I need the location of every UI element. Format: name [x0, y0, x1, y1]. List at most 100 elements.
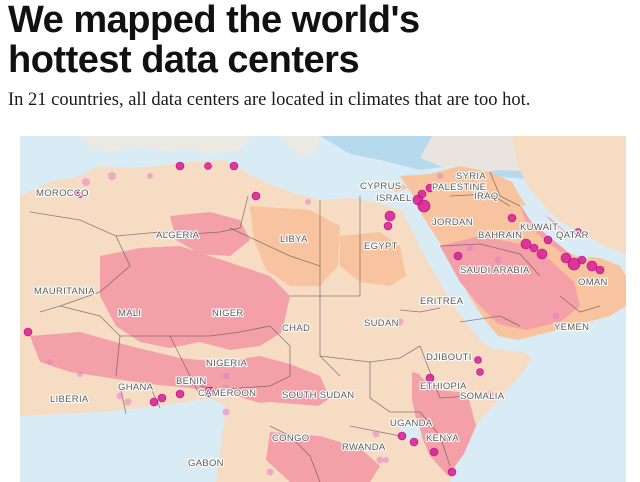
- data-center-dot: [417, 199, 431, 213]
- label-cyprus: CYPRUS: [360, 181, 401, 192]
- data-center-dot: [383, 221, 393, 231]
- data-center-dot: [47, 359, 53, 365]
- label-eritrea: ERITREA: [420, 296, 464, 307]
- data-center-dot: [251, 191, 261, 201]
- label-somalia: SOMALIA: [460, 391, 505, 402]
- country-labels: MOROCCO ALGERIA LIBYA EGYPT CYPRUS SYRIA…: [33, 170, 609, 470]
- data-center-dot: [536, 248, 548, 260]
- red-sea: [398, 196, 490, 340]
- hot-zone-west-africa: [30, 332, 330, 412]
- italy-coast: [280, 136, 320, 156]
- heat-map[interactable]: MOROCCO ALGERIA LIBYA EGYPT CYPRUS SYRIA…: [20, 136, 626, 482]
- data-center-dot: [149, 397, 159, 407]
- label-benin: BENIN: [176, 376, 207, 387]
- data-center-dot: [474, 356, 482, 364]
- label-israel: ISRAEL: [376, 193, 412, 204]
- data-center-dot: [175, 161, 185, 171]
- label-qatar: QATAR: [556, 230, 589, 241]
- label-chad: CHAD: [282, 323, 310, 334]
- data-center-dot: [157, 393, 167, 403]
- iran-landmass: [512, 136, 626, 254]
- data-center-dot: [425, 183, 435, 193]
- data-center-dot: [466, 244, 474, 252]
- label-egypt: EGYPT: [364, 241, 398, 252]
- hot-zone-egypt: [340, 232, 406, 286]
- label-oman: OMAN: [578, 277, 608, 288]
- data-center-dot: [229, 161, 239, 171]
- label-saudi-arabia: SAUDI ARABIA: [460, 265, 530, 276]
- data-center-dot: [222, 372, 230, 380]
- data-center-dot: [108, 172, 116, 180]
- label-niger: NIGER: [212, 308, 244, 319]
- data-center-dot: [116, 392, 124, 400]
- data-center-dot: [520, 238, 532, 250]
- label-morocco: MOROCCO: [36, 188, 89, 199]
- data-center-dot: [543, 235, 553, 245]
- hot-zone-libya: [250, 206, 340, 286]
- data-center-dot: [383, 457, 389, 463]
- label-rwanda: RWANDA: [342, 442, 386, 453]
- cyprus-island: [388, 184, 408, 192]
- hot-zone-arabia: [440, 236, 580, 330]
- data-center-dot: [586, 260, 598, 272]
- data-center-dot: [77, 371, 83, 377]
- data-center-dot: [305, 199, 311, 205]
- label-sudan: SUDAN: [364, 318, 399, 329]
- persian-gulf: [520, 204, 594, 260]
- gulf-of-aden: [482, 336, 580, 352]
- data-center-dot: [76, 190, 84, 198]
- data-center-dot: [447, 467, 457, 477]
- data-center-dot: [425, 373, 435, 383]
- label-djibouti: DJIBOUTI: [426, 352, 472, 363]
- data-center-dot: [453, 251, 463, 261]
- data-center-dot: [560, 252, 572, 264]
- subhead: In 21 countries, all data centers are lo…: [8, 90, 531, 110]
- headline: We mapped the world's hottest data center…: [8, 0, 420, 81]
- data-center-dot: [222, 384, 230, 392]
- label-jordan: JORDAN: [432, 217, 473, 228]
- data-center-dot: [204, 386, 216, 398]
- data-center-dot: [222, 408, 230, 416]
- hot-zone-east-africa: [412, 372, 476, 476]
- data-center-dot: [567, 257, 581, 271]
- label-palestine: PALESTINE: [432, 182, 486, 193]
- data-center-dots: [23, 161, 605, 477]
- label-bahrain: BAHRAIN: [478, 230, 522, 241]
- data-center-dot: [574, 228, 582, 236]
- label-ethiopia: ETHIOPIA: [420, 381, 467, 392]
- label-south-sudan: SOUTH SUDAN: [282, 390, 354, 401]
- data-center-dot: [396, 318, 404, 326]
- label-uganda: UGANDA: [390, 418, 433, 429]
- label-gabon: GABON: [188, 458, 224, 469]
- data-center-dot: [476, 368, 484, 376]
- data-center-dot: [552, 312, 560, 320]
- data-center-dot: [417, 189, 427, 199]
- data-center-dot: [384, 210, 396, 222]
- label-mali: MALI: [118, 308, 141, 319]
- label-cameroon: CAMEROON: [198, 388, 256, 399]
- hot-zone-algeria: [170, 212, 250, 256]
- data-center-dot: [397, 431, 407, 441]
- data-center-dot: [376, 456, 384, 464]
- data-center-dot: [147, 173, 153, 179]
- label-iraq: IRAQ: [474, 191, 498, 202]
- label-libya: LIBYA: [280, 234, 308, 245]
- data-center-dot: [82, 178, 90, 186]
- data-center-dot: [507, 213, 517, 223]
- label-kuwait: KUWAIT: [520, 222, 558, 233]
- data-center-dot: [204, 162, 212, 170]
- data-center-dot: [372, 430, 380, 438]
- data-center-dot: [494, 256, 502, 264]
- data-center-dot: [175, 389, 185, 399]
- data-center-dot: [124, 398, 132, 406]
- hot-zone-congo: [266, 432, 380, 482]
- label-yemen: YEMEN: [554, 322, 589, 333]
- label-mauritania: MAURITANIA: [34, 286, 95, 297]
- label-nigeria: NIGERIA: [206, 358, 248, 369]
- country-borders: [29, 171, 601, 482]
- data-center-dot: [577, 255, 587, 265]
- data-center-dot: [266, 468, 274, 476]
- europe-fringe: [80, 136, 250, 154]
- data-center-dot: [23, 327, 33, 337]
- data-center-dot: [595, 265, 605, 275]
